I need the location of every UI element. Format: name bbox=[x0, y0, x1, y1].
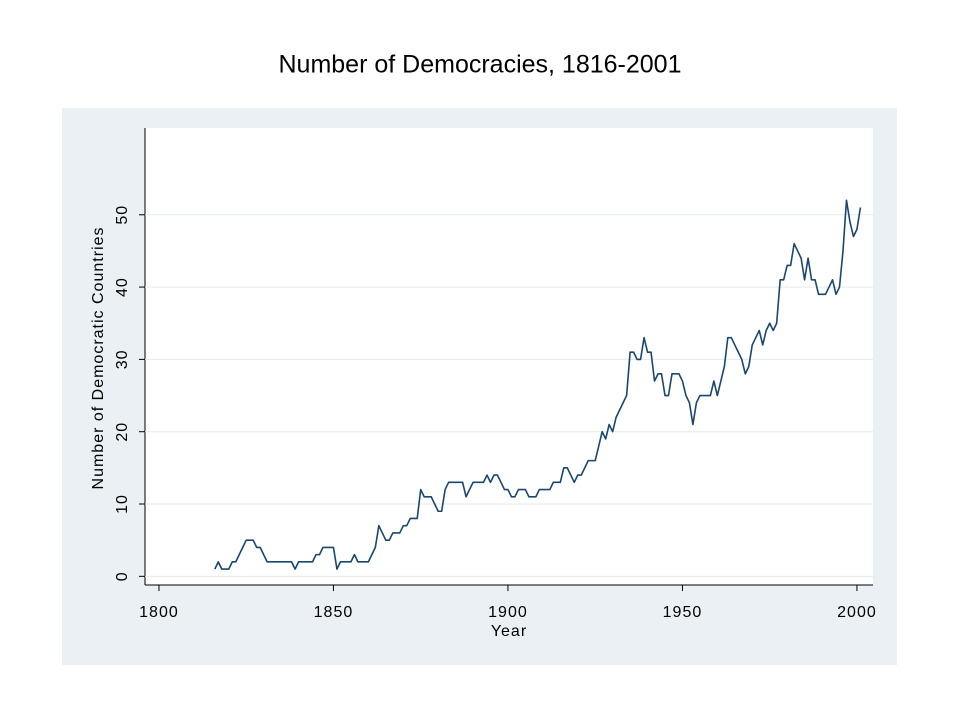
y-tick-label: 10 bbox=[114, 494, 131, 514]
x-tick-label: 1950 bbox=[663, 604, 703, 621]
x-axis-title: Year bbox=[491, 623, 527, 640]
x-tick-label: 1800 bbox=[139, 604, 179, 621]
data-line bbox=[214, 199, 862, 570]
y-tick-label: 50 bbox=[114, 205, 131, 225]
y-tick-label: 20 bbox=[114, 422, 131, 442]
y-tick-label: 30 bbox=[114, 349, 131, 369]
chart-title: Number of Democracies, 1816-2001 bbox=[279, 51, 682, 79]
y-axis-title: Number of Democratic Countries bbox=[90, 227, 107, 490]
x-tick-label: 2000 bbox=[837, 604, 877, 621]
y-tick-label: 0 bbox=[114, 571, 131, 581]
plot-region bbox=[145, 128, 873, 585]
x-tick-label: 1850 bbox=[314, 604, 354, 621]
y-tick-label: 40 bbox=[114, 277, 131, 297]
x-tick-label: 1900 bbox=[488, 604, 528, 621]
